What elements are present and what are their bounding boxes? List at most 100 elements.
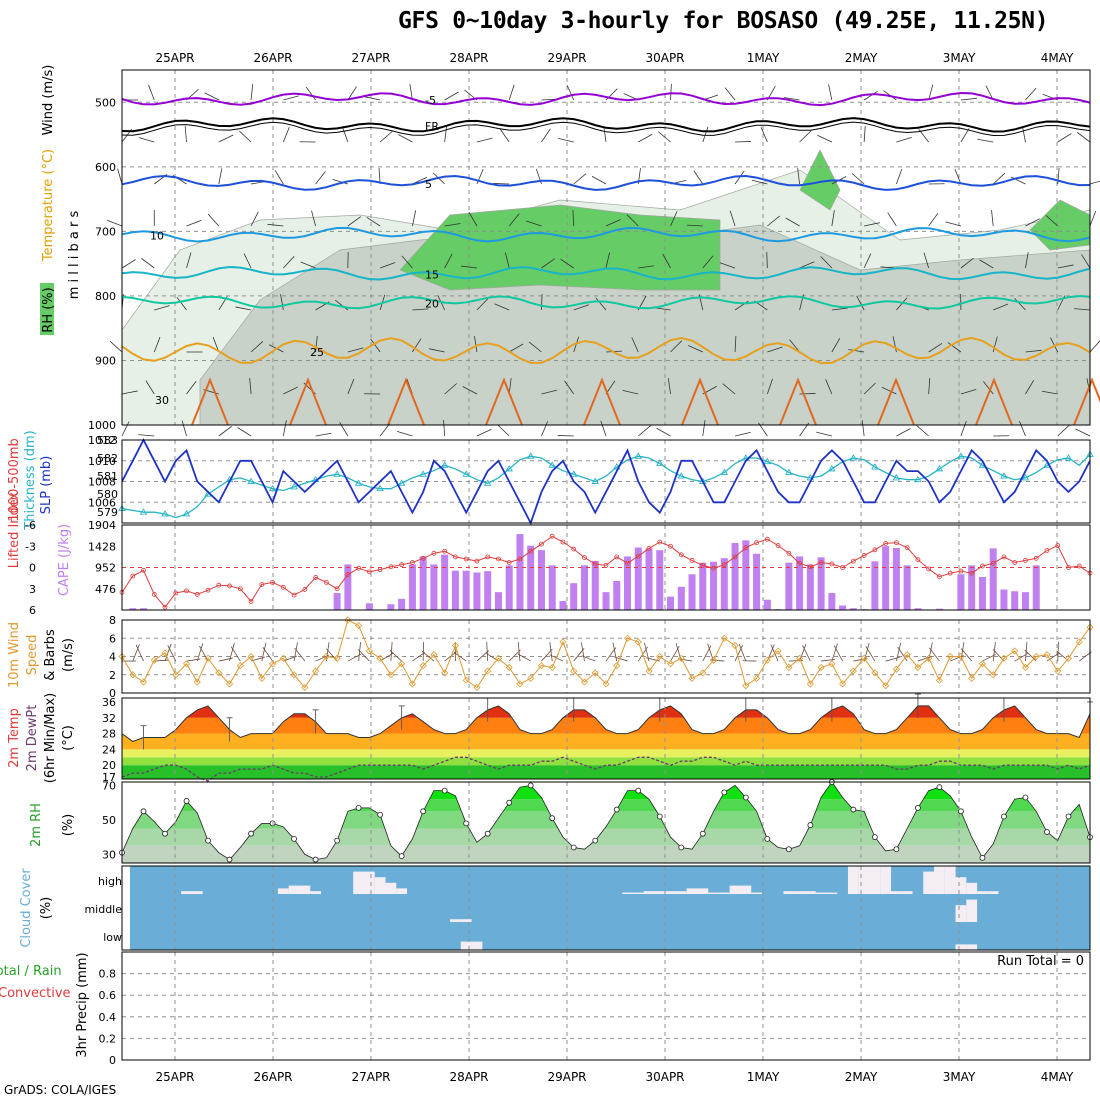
wind-barb [274,170,284,185]
thickness-marker [505,464,513,472]
rh-marker [699,830,706,837]
thickness-line [121,453,1091,519]
wind-barb [243,253,252,269]
lifted-index-marker [980,563,985,569]
lifted-index-marker [668,543,673,549]
wind-tick-label: 6 [109,632,116,645]
lifted-index-marker [345,572,351,577]
wind-barb [262,647,273,662]
wind-speed-marker [1021,663,1030,672]
wind-barb [566,85,575,101]
wind-speed-marker [688,674,696,682]
wind-speed-marker [559,638,567,646]
cloud-cover-bar [181,891,192,894]
wind-barb [766,251,768,269]
cape-bar [1021,592,1029,610]
cape-bar [419,556,427,610]
wind-barb [541,389,558,395]
wind-barb [735,141,752,143]
cape-bar [978,576,986,610]
wind-speed-marker [322,652,330,661]
wind-barb [396,430,413,437]
wind-barb [734,432,751,437]
wind-barb [541,128,551,143]
wind-speed-marker [430,651,438,659]
cloud-cover-bar [675,891,687,894]
wind-speed-marker [602,680,610,688]
cape-bar [989,548,997,610]
wind-barb [799,643,807,662]
wind-barb [141,258,155,269]
wind-speed-marker [709,656,718,664]
wind-barb [1081,254,1091,269]
cloud-cover-bar [460,941,472,950]
date-label-bottom: 29APR [547,1070,586,1084]
wind-barb [293,642,298,662]
rh-marker [506,799,513,806]
wind-barb [347,653,362,662]
rh-axis-label: RH (%) [41,287,56,332]
cape-bar [537,550,545,610]
lifted-index-marker [958,568,964,574]
wind-speed-marker [742,682,750,690]
isotherm-line [121,91,1091,107]
wind-barb [992,336,998,353]
wind-barb [154,305,170,311]
wind-barb [250,340,264,353]
wind-barb [797,168,800,185]
rh-band-green [399,204,721,291]
wind-barb [249,378,252,395]
cloud-cover-bar [923,871,935,894]
precip-axis-label: 3hr Precip (mm) [75,952,90,1057]
wind-barb [892,336,897,353]
wind-barb [315,336,318,353]
rh-color-band [122,799,1090,812]
wind-barb [667,378,671,395]
rh-legend-swatch [40,283,54,335]
temp-color-band [122,733,1090,750]
date-label-bottom: 27APR [351,1070,390,1084]
wind-speed-marker [817,663,825,672]
wind-barb [702,255,714,269]
wind-speed-marker [1043,651,1051,659]
cloud-cover-bar [751,892,762,894]
wind-speed-marker [1064,654,1073,662]
wind-barb [283,95,299,101]
cloud-cover-bar [966,944,978,950]
wind-barb [508,649,521,662]
date-label-top: 29APR [547,51,586,65]
lifted-index-marker [1044,548,1050,553]
wind-barb [267,223,284,227]
thickness-marker [1064,454,1073,461]
precip-tick-label: 0.4 [99,1011,117,1024]
wind-barb [928,212,939,227]
wind-speed-marker [204,654,212,662]
cape-bar [688,574,696,610]
lifted-index-marker [829,561,835,567]
wind-barb [783,97,800,101]
surface-isotherm-spike [583,377,621,426]
wind-barb [1089,210,1097,227]
millibars-axis-label: m i l l i b a r s [67,211,82,300]
wind-barb [508,84,515,101]
rh-tick-label: 30 [102,848,116,861]
wind-speed-marker [925,654,933,662]
wind-barb [218,168,223,185]
wind-barb [656,427,671,437]
lifted-index-frame [121,524,1091,611]
thickness-marker [763,457,772,465]
lifted-index-marker [409,560,415,565]
lifted-index-marker [259,582,265,587]
wind-speed-marker [1000,654,1008,662]
wind-tick-label: 2 [109,669,116,682]
cape-bar [1000,589,1008,610]
wind-barb [896,168,903,185]
wind-barb [474,336,478,353]
wind-speed-marker [279,654,287,662]
lifted-index-marker [431,550,437,556]
thickness-marker [161,510,169,517]
isotherm-label: 5 [425,178,432,191]
precip-frame [121,951,1091,1061]
lifted-index-marker [743,545,749,551]
wind-barb [378,168,381,185]
